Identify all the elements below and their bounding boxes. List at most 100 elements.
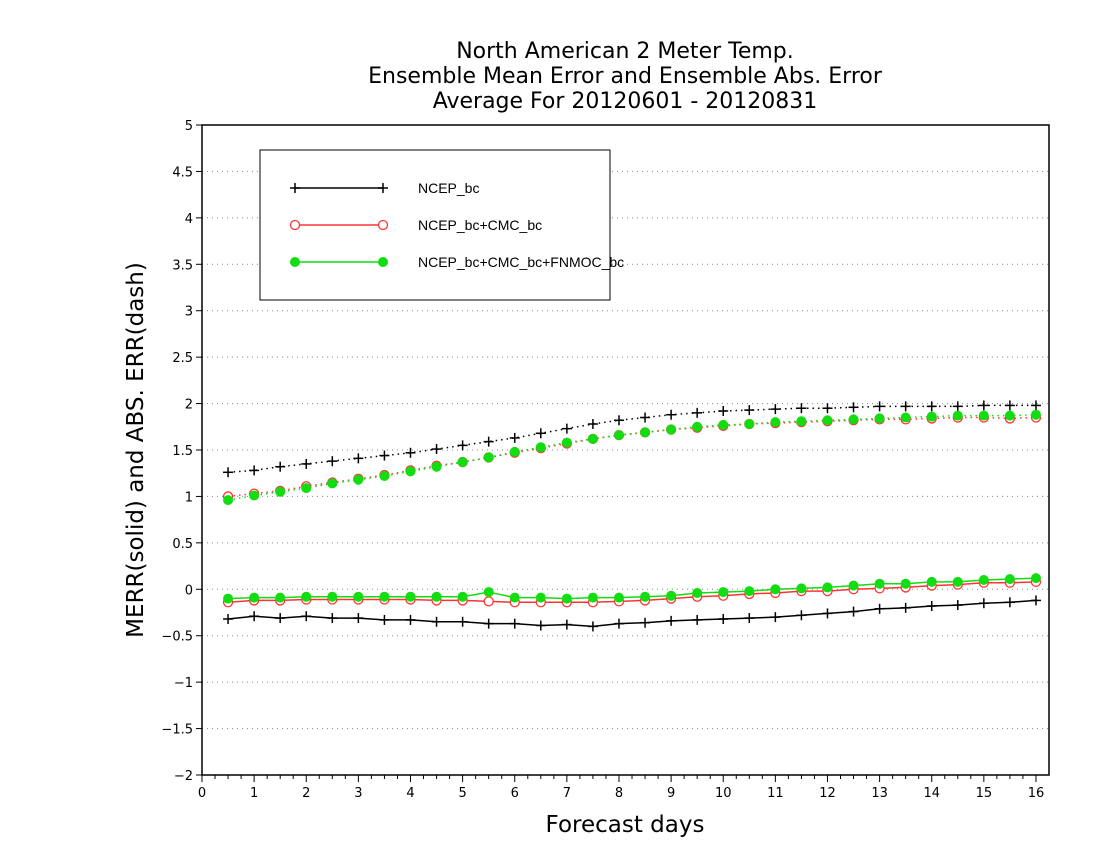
x-tick-label: 5 [458, 786, 466, 801]
abs-err-point [822, 403, 833, 414]
abs-err-point [978, 410, 989, 421]
legend-marker-right [377, 219, 389, 231]
abs-err-point [666, 409, 677, 420]
merr-point [431, 616, 442, 627]
abs-err-line [228, 404, 1036, 474]
merr-point [718, 614, 729, 624]
y-tick-label: 2.5 [172, 351, 193, 366]
abs-err-point [978, 400, 989, 411]
merr-point [640, 617, 651, 628]
x-tick-label: 8 [615, 786, 623, 801]
merr-point [744, 586, 755, 597]
merr-point [874, 578, 885, 589]
merr-point [353, 613, 364, 624]
x-tick-label: 15 [976, 786, 993, 801]
abs-err-point [301, 483, 312, 494]
merr-point [301, 591, 312, 602]
abs-err-point [718, 406, 729, 416]
abs-err-point [770, 417, 781, 428]
chart-title-line-3: Average For 20120601 - 20120831 [433, 89, 818, 114]
abs-err-point [327, 478, 338, 489]
merr-point [561, 619, 572, 630]
y-tick-label: 4 [185, 212, 193, 227]
abs-err-point [666, 424, 677, 435]
merr-point [1030, 595, 1041, 606]
merr-point [223, 614, 234, 624]
merr-point [796, 583, 807, 594]
merr-point [509, 592, 520, 603]
abs-err-point [613, 415, 624, 426]
y-tick-label: −1.5 [161, 723, 193, 738]
merr-point [978, 598, 989, 609]
abs-err-point [796, 416, 807, 427]
abs-err-point [874, 401, 885, 412]
merr-point [275, 613, 286, 624]
y-tick-label: 5 [185, 119, 193, 134]
legend-entry-2: NCEP_bc+CMC_bc [289, 217, 542, 233]
legend-label: NCEP_bc+CMC_bc+FNMOC_bc [418, 254, 624, 270]
merr-point [223, 593, 234, 604]
y-tick-label: −2 [174, 769, 193, 784]
merr-point [666, 590, 677, 601]
abs-err-point [692, 421, 703, 432]
y-tick-label: 3.5 [172, 258, 193, 273]
abs-err-point [535, 442, 546, 453]
series-layer [222, 400, 1042, 632]
series-3 [223, 409, 1041, 604]
merr-point [535, 592, 546, 603]
abs-err-point [1004, 400, 1015, 411]
merr-point [796, 610, 807, 621]
abs-err-point [509, 446, 520, 457]
abs-err-point [718, 419, 729, 430]
abs-err-point [900, 412, 911, 423]
abs-err-point [1030, 400, 1041, 411]
merr-point [405, 591, 416, 602]
y-tick-label: 1.5 [172, 444, 193, 459]
abs-err-point [822, 415, 833, 426]
legend: NCEP_bc NCEP_bc+CMC_bc NCEP_bc+CMC_bc+FNMO… [259, 149, 624, 301]
y-tick-label: 0.5 [172, 537, 193, 552]
abs-err-point [301, 458, 312, 469]
merr-point [1030, 573, 1041, 584]
abs-err-point [431, 461, 442, 472]
y-tick-label: 1 [185, 490, 193, 505]
abs-err-point [483, 452, 494, 463]
abs-err-point [561, 437, 572, 448]
abs-err-point [1030, 409, 1041, 420]
abs-err-point [223, 467, 234, 478]
merr-point [457, 616, 468, 627]
legend-label: NCEP_bc+CMC_bc [418, 217, 542, 233]
merr-point [483, 596, 494, 607]
merr-point [744, 613, 755, 624]
merr-point [978, 575, 989, 585]
abs-err-point [1004, 410, 1015, 421]
x-tick-label: 4 [406, 786, 414, 801]
abs-err-point [561, 423, 572, 434]
abs-err-point [431, 444, 442, 455]
legend-entry-3: NCEP_bc+CMC_bc+FNMOC_bc [290, 254, 624, 270]
x-tick-label: 0 [198, 786, 206, 801]
merr-point [483, 587, 494, 598]
x-tick-label: 1 [250, 786, 258, 801]
abs-err-point [457, 440, 468, 451]
merr-point [327, 613, 338, 624]
abs-err-point [379, 450, 390, 461]
abs-err-point [223, 495, 234, 506]
abs-err-point [848, 402, 859, 413]
abs-err-point [249, 490, 260, 501]
merr-point [561, 593, 572, 604]
legend-marker-right [378, 183, 388, 193]
x-tick-label: 12 [819, 786, 836, 801]
y-tick-label: 2 [185, 398, 193, 413]
merr-point [926, 601, 937, 611]
merr-point [952, 576, 963, 587]
merr-point [1004, 574, 1015, 585]
x-tick-label: 10 [715, 786, 732, 801]
merr-point [457, 591, 468, 602]
x-tick-label: 14 [923, 786, 940, 801]
chart-title-line-2: Ensemble Mean Error and Ensemble Abs. Er… [368, 64, 883, 89]
merr-point [431, 591, 442, 602]
merr-point [666, 615, 677, 626]
legend-entry-1: NCEP_bc [290, 180, 479, 196]
merr-point [379, 591, 390, 602]
